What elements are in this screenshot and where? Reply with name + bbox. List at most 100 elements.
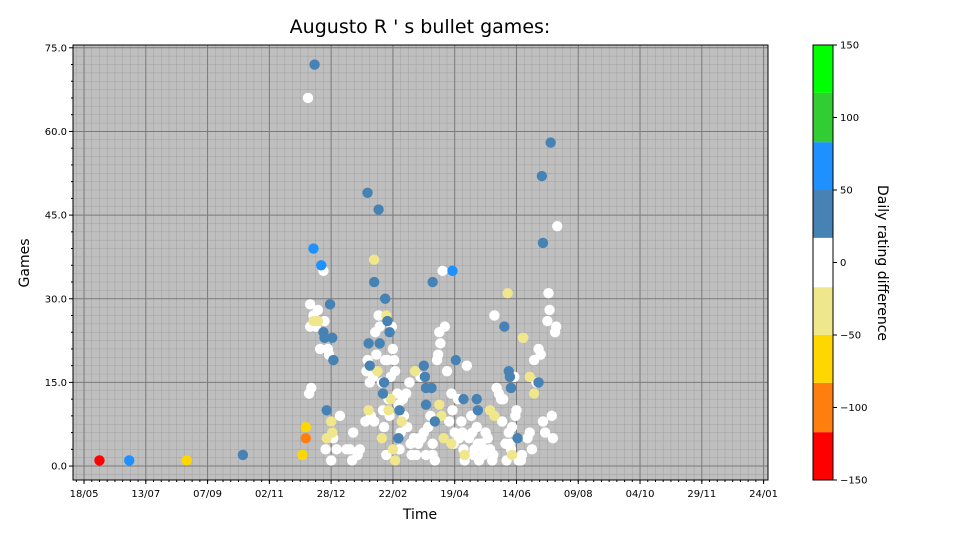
data-point xyxy=(489,310,500,321)
data-point xyxy=(537,416,549,427)
data-point xyxy=(368,416,380,427)
colorbar-bin xyxy=(813,190,833,238)
y-axis-label: Games xyxy=(17,239,33,288)
data-point xyxy=(237,449,249,461)
data-point xyxy=(441,366,453,377)
data-point xyxy=(371,349,382,360)
data-point xyxy=(435,338,446,349)
data-point xyxy=(320,444,331,455)
colorbar-tick-label: −150 xyxy=(840,476,867,487)
data-point xyxy=(510,410,521,422)
colorbar-bin xyxy=(813,287,833,335)
data-point xyxy=(479,444,490,455)
data-point xyxy=(547,432,559,444)
data-point xyxy=(124,455,135,466)
data-point xyxy=(499,321,510,332)
data-point xyxy=(498,393,509,405)
data-point xyxy=(524,371,535,383)
data-point xyxy=(348,427,359,438)
data-point xyxy=(437,265,448,277)
data-point xyxy=(471,393,482,405)
data-point xyxy=(512,432,523,444)
colorbar-bin xyxy=(813,142,833,190)
data-point xyxy=(471,421,482,433)
data-point xyxy=(94,455,105,466)
data-point xyxy=(459,449,470,461)
data-point xyxy=(385,393,396,405)
data-point xyxy=(382,315,393,327)
data-point xyxy=(506,449,518,461)
plot-area xyxy=(73,45,768,480)
data-point xyxy=(308,243,319,254)
data-point xyxy=(372,366,383,377)
data-point xyxy=(378,377,390,388)
data-point xyxy=(387,444,399,455)
data-point xyxy=(461,360,473,371)
data-point xyxy=(300,421,311,433)
data-point xyxy=(368,254,380,265)
data-point xyxy=(438,432,449,444)
data-point xyxy=(378,421,390,433)
x-tick-label: 22/02 xyxy=(379,489,408,500)
chart-title: Augusto R ' s bullet games: xyxy=(290,16,551,38)
data-point xyxy=(535,349,546,360)
colorbar-bin xyxy=(813,432,833,480)
data-point xyxy=(314,343,326,355)
data-point xyxy=(426,382,437,394)
data-point xyxy=(327,332,338,343)
data-point xyxy=(387,343,399,355)
data-point xyxy=(374,321,385,332)
x-tick-label: 29/11 xyxy=(687,489,716,500)
data-point xyxy=(517,332,529,343)
x-tick-label: 14/06 xyxy=(502,489,531,500)
data-point xyxy=(389,455,401,466)
data-point xyxy=(377,388,389,399)
data-point xyxy=(327,427,338,438)
data-point xyxy=(420,399,432,410)
data-point xyxy=(394,405,405,416)
data-point xyxy=(545,137,556,148)
data-point xyxy=(443,416,455,427)
data-point xyxy=(384,327,395,338)
data-point xyxy=(544,304,555,316)
data-point xyxy=(300,432,311,444)
data-point xyxy=(537,237,549,249)
x-axis-label: Time xyxy=(402,507,437,523)
data-point xyxy=(368,276,380,288)
data-point xyxy=(505,382,517,394)
colorbar-tick-label: −50 xyxy=(840,331,861,342)
data-point xyxy=(419,371,431,383)
data-point xyxy=(309,59,320,70)
data-point xyxy=(446,438,457,449)
data-point xyxy=(302,92,314,104)
data-point xyxy=(373,310,384,321)
data-point xyxy=(376,432,388,444)
y-tick-label: 15.0 xyxy=(45,378,67,389)
data-point xyxy=(533,377,544,388)
data-point xyxy=(373,204,384,215)
x-tick-label: 13/07 xyxy=(131,489,160,500)
data-point xyxy=(427,438,438,449)
data-point xyxy=(364,360,375,371)
data-point xyxy=(496,416,508,427)
data-point xyxy=(321,405,332,416)
data-point xyxy=(550,321,562,332)
data-point xyxy=(456,416,467,427)
data-point xyxy=(312,304,324,316)
data-point xyxy=(396,416,407,427)
data-point xyxy=(488,449,499,461)
data-point xyxy=(325,416,337,427)
data-point xyxy=(306,382,317,394)
data-point xyxy=(416,432,427,444)
x-tick-label: 07/09 xyxy=(193,489,222,500)
data-point xyxy=(489,410,500,422)
data-point xyxy=(543,287,554,299)
colorbar-bin xyxy=(813,92,833,143)
data-point xyxy=(393,432,404,444)
x-tick-label: 19/04 xyxy=(440,489,469,500)
data-point xyxy=(429,416,441,427)
data-point xyxy=(504,438,516,449)
colorbar-tick-label: 50 xyxy=(840,186,853,197)
data-point xyxy=(324,299,336,310)
